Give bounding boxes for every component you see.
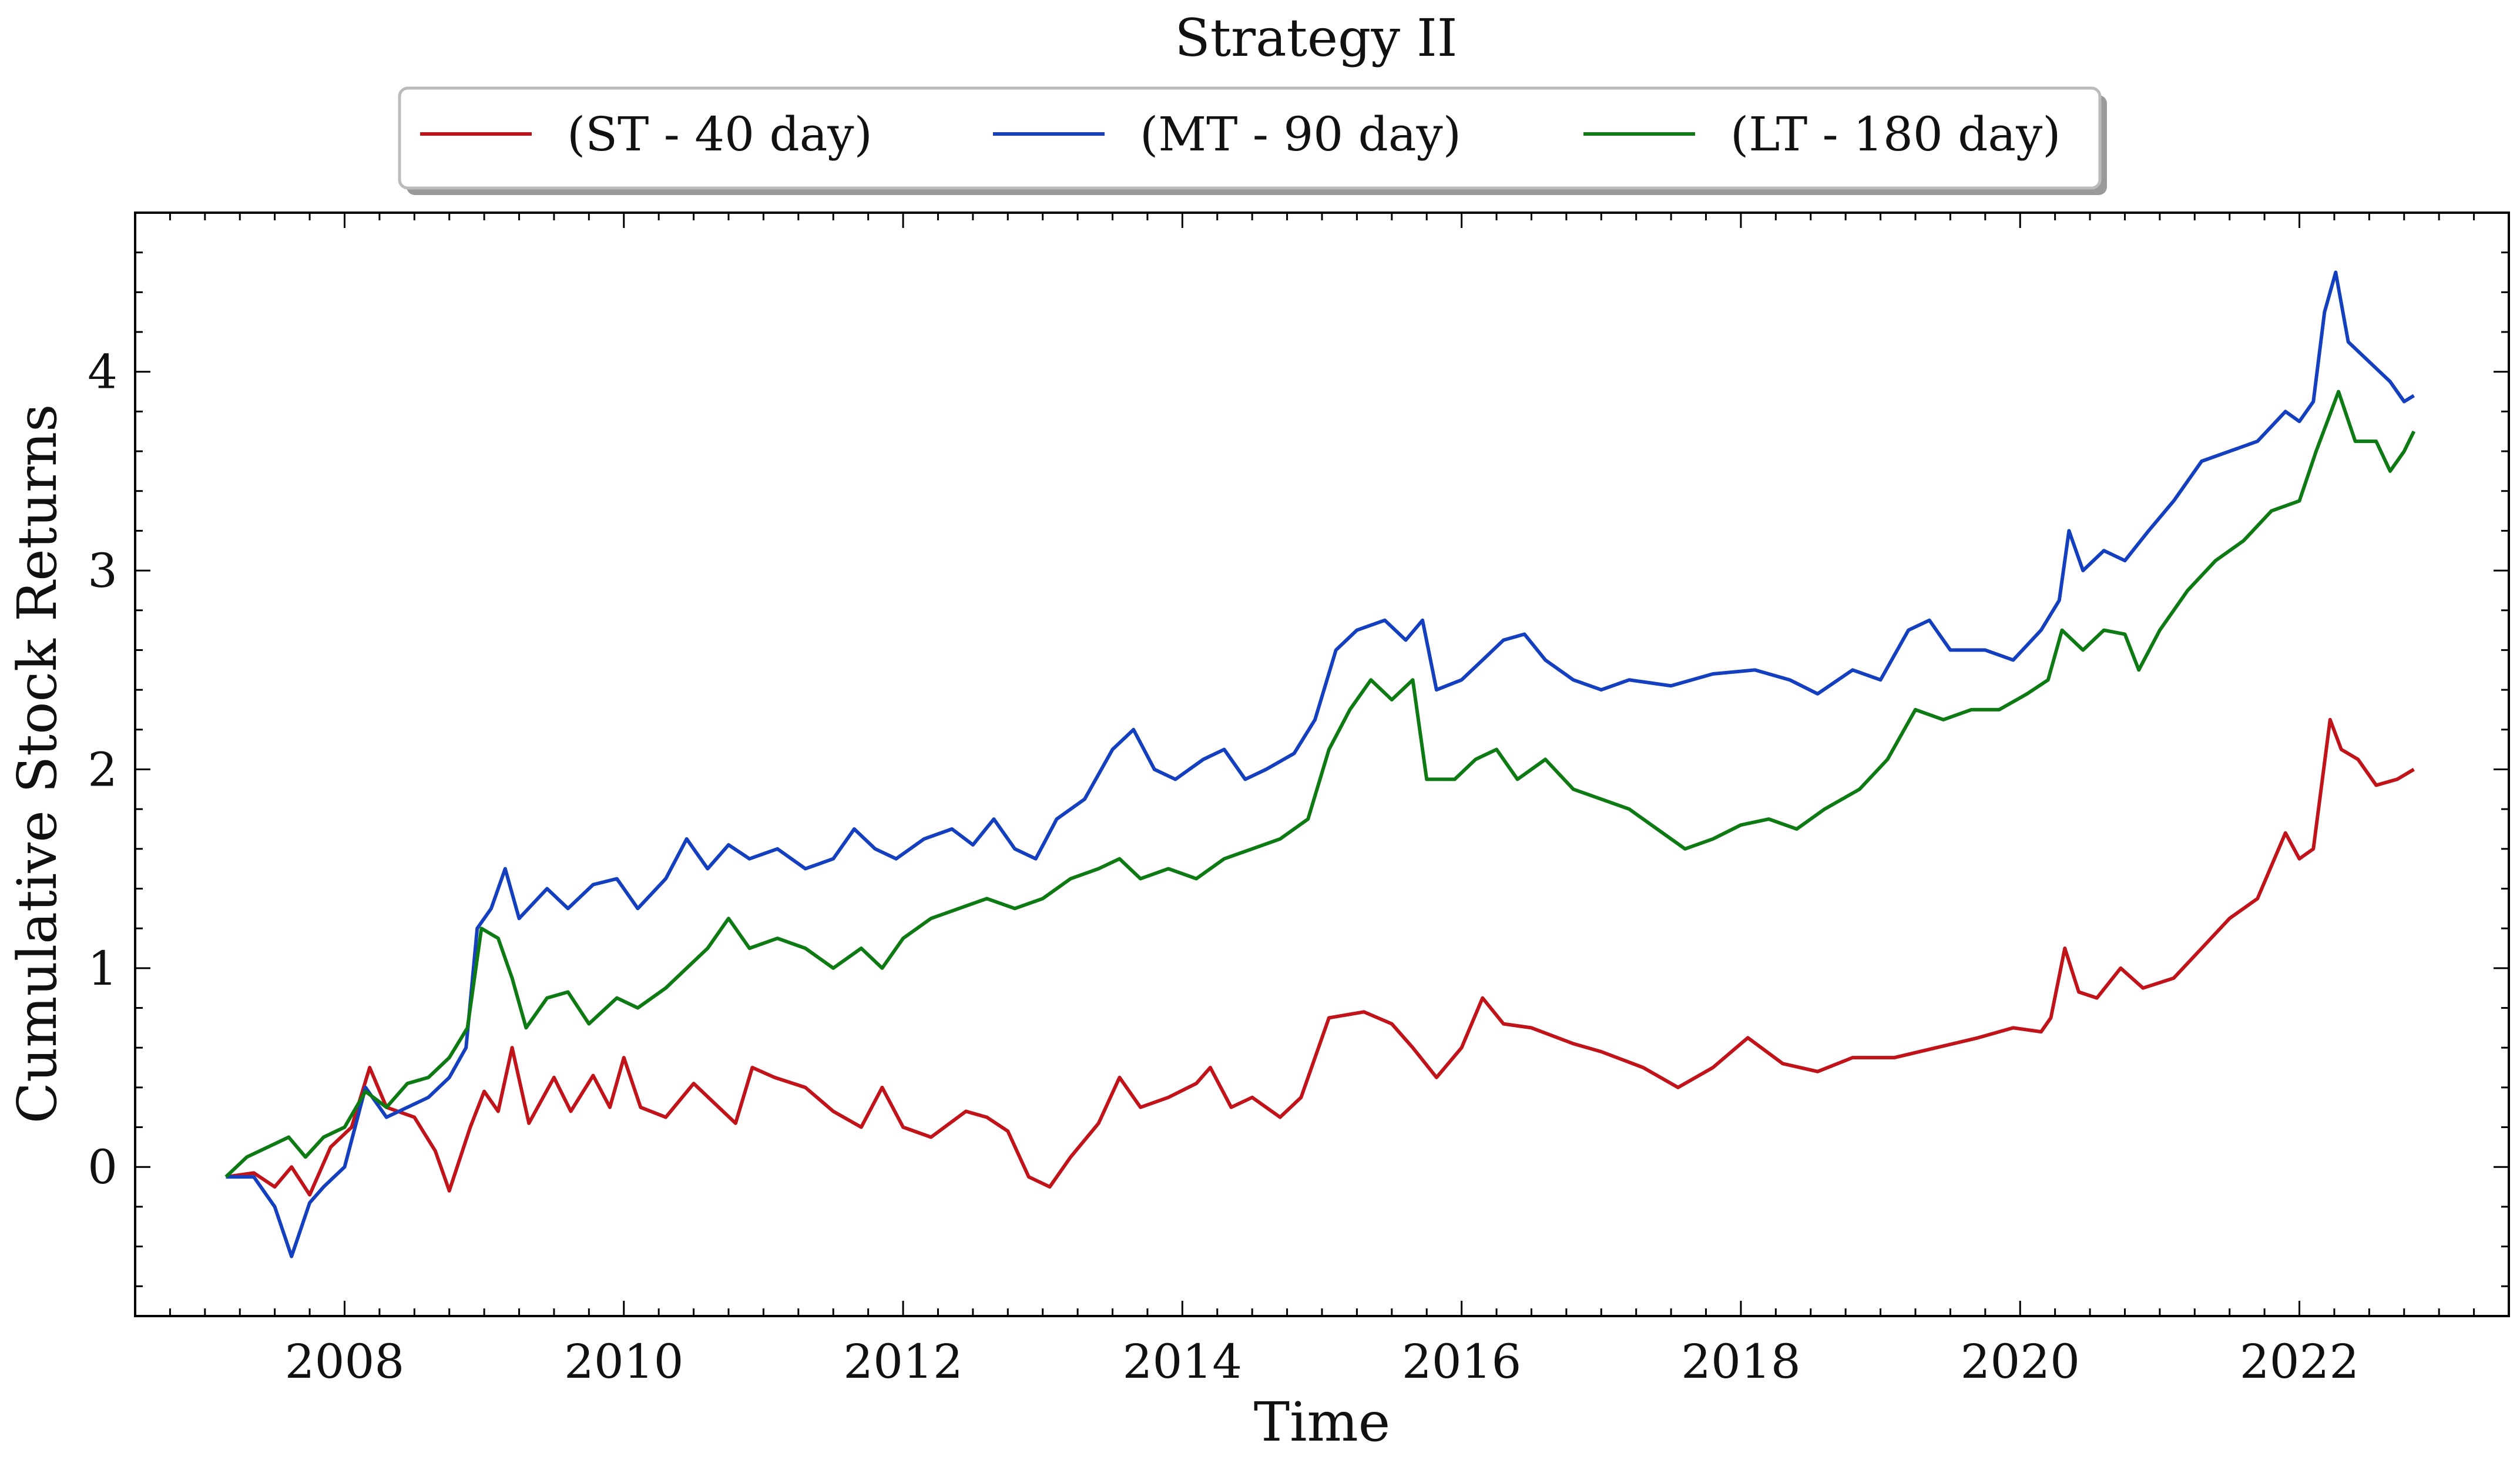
y-tick-label: 1	[88, 941, 118, 996]
x-tick-label: 2012	[843, 1334, 963, 1389]
x-tick-label: 2016	[1402, 1334, 1522, 1389]
legend: (ST - 40 day) (MT - 90 day) (LT - 180 day)	[398, 86, 2107, 195]
series-line-2	[226, 270, 2415, 1258]
x-axis-label: Time	[1254, 1391, 1390, 1454]
series-layer	[224, 270, 2416, 1258]
legend-item-1: (ST - 40 day)	[420, 107, 873, 162]
legend-label: (ST - 40 day)	[567, 107, 873, 162]
x-tick-label: 2014	[1123, 1334, 1243, 1389]
legend-label: (LT - 180 day)	[1730, 107, 2061, 162]
legend-item-3: (LT - 180 day)	[1583, 107, 2061, 162]
y-tick-label: 3	[88, 543, 118, 598]
x-tick-label: 2022	[2240, 1334, 2360, 1389]
plot-area-frame	[134, 212, 2510, 1317]
series-line-1	[226, 717, 2415, 1197]
x-tick-label: 2008	[285, 1334, 405, 1389]
y-tick-label: 2	[88, 742, 118, 797]
y-tick-label: 4	[88, 345, 118, 400]
y-axis: 0 1 2 3 4	[88, 212, 2509, 1287]
x-tick-label: 2018	[1681, 1334, 1801, 1389]
x-tick-label: 2010	[564, 1334, 684, 1389]
x-tick-label: 2020	[1960, 1334, 2080, 1389]
chart-title: Strategy II	[1175, 8, 1457, 68]
y-tick-label: 0	[88, 1140, 118, 1194]
legend-box	[398, 86, 2102, 190]
y-axis-label: Cumulative Stock Returns	[6, 404, 69, 1124]
legend-item-2: (MT - 90 day)	[993, 107, 1461, 162]
x-axis: 2008 2010 2012 2014 2016 2018 2020 2022	[134, 213, 2510, 1389]
legend-label: (MT - 90 day)	[1140, 107, 1461, 162]
series-line-3	[224, 390, 2416, 1179]
